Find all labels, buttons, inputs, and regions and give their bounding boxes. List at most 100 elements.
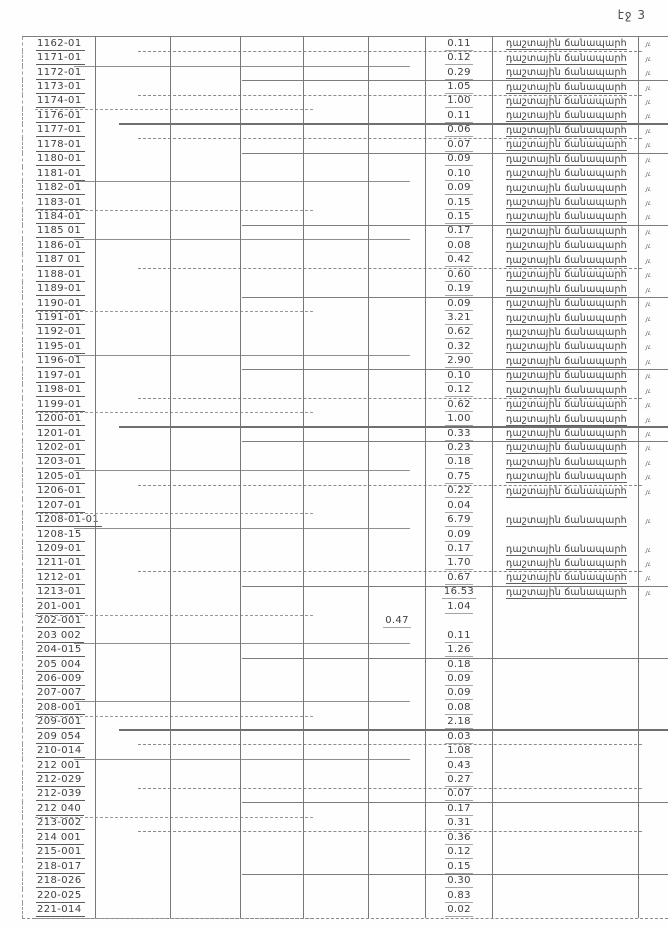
secondary-area-cell: [368, 845, 425, 860]
parcel-code: 1189-01: [36, 283, 85, 297]
area-cell: 0.32: [425, 340, 492, 355]
secondary-area-cell: [368, 94, 425, 110]
land-use-label: դաշտային ճանապարհ: [506, 485, 627, 498]
secondary-area-cell: [368, 166, 425, 182]
empty-cell: [240, 80, 303, 95]
parcel-code-cell: 209-001: [22, 715, 95, 730]
empty-cell: [303, 354, 368, 370]
empty-cell: [95, 556, 170, 572]
table-row: 1205-01 0.75 դաշտային ճանապարհ յւ: [22, 470, 668, 487]
parcel-code-cell: 1199-01: [22, 397, 95, 413]
area-cell: 0.31: [425, 816, 492, 832]
land-use-cell: դաշտային ճանապարհ: [492, 224, 638, 240]
table-row: 1212-01 0.67 դաշտային ճանապարհ յւ: [22, 571, 668, 588]
area-value: 0.67: [445, 571, 473, 585]
area-value: 0.09: [445, 687, 473, 701]
land-use-cell: դաշտային ճանապարհ: [492, 282, 638, 297]
secondary-area-cell: [368, 484, 425, 499]
parcel-code-cell: 220-025: [22, 888, 95, 904]
area-value: 0.02: [445, 903, 473, 917]
empty-cell: [170, 672, 240, 687]
table-row: 214 001 0.36: [22, 831, 668, 846]
secondary-area-cell: [368, 37, 425, 52]
area-value: 16.53: [441, 586, 477, 600]
secondary-area-cell: [368, 412, 425, 427]
area-value: 0.33: [445, 427, 473, 441]
area-value: 1.00: [445, 95, 473, 109]
land-use-cell: [492, 888, 638, 904]
area-value: 0.11: [445, 109, 473, 123]
table-row: 213-002 0.31: [22, 816, 668, 833]
land-use-label: դաշտային ճանապարհ: [506, 124, 627, 137]
empty-cell: [170, 369, 240, 384]
empty-cell: [170, 758, 240, 774]
table-row: 1176-01 0.11 դաշտային ճանապարհ յւ: [22, 109, 668, 126]
margin-mark-cell: յւ: [638, 152, 668, 167]
land-use-label: դաշտային ճանապարհ: [506, 254, 627, 267]
parcel-code-cell: 1201-01: [22, 426, 95, 442]
land-use-cell: դաշտային ճանապարհ: [492, 210, 638, 225]
empty-cell: [95, 195, 170, 211]
area-value: 0.08: [445, 239, 473, 253]
margin-mark: յւ: [645, 285, 652, 294]
land-use-cell: [492, 715, 638, 730]
secondary-area-cell: [368, 282, 425, 297]
secondary-area-cell: [368, 657, 425, 673]
secondary-area-cell: [368, 426, 425, 442]
margin-mark-cell: [638, 527, 668, 543]
empty-cell: [303, 499, 368, 514]
land-use-cell: [492, 787, 638, 803]
table-row: 1180-01 0.09 դաշտային ճանապարհ յւ: [22, 152, 668, 167]
empty-cell: [240, 903, 303, 918]
area-value: 0.22: [445, 485, 473, 499]
empty-cell: [303, 239, 368, 254]
secondary-area-cell: [368, 600, 425, 615]
area-value: 0.03: [445, 730, 473, 744]
table-row: 206-009 0.09: [22, 672, 668, 687]
empty-cell: [240, 715, 303, 730]
margin-mark: յւ: [645, 213, 652, 222]
empty-cell: [303, 412, 368, 427]
empty-cell: [170, 152, 240, 167]
empty-cell: [303, 340, 368, 355]
empty-cell: [95, 37, 170, 52]
parcel-code: 1213-01: [36, 586, 85, 600]
empty-cell: [95, 166, 170, 182]
empty-cell: [170, 643, 240, 658]
parcel-code-cell: 1172-01: [22, 65, 95, 81]
table-row: 1182-01 0.09 դաշտային ճանապարհ յւ: [22, 181, 668, 196]
parcel-code: 1178-01: [36, 139, 85, 152]
empty-cell: [95, 628, 170, 644]
empty-cell: [303, 585, 368, 601]
area-cell: 0.17: [425, 542, 492, 557]
empty-cell: [240, 152, 303, 167]
area-cell: 1.26: [425, 643, 492, 658]
secondary-area-cell: [368, 397, 425, 413]
empty-cell: [303, 657, 368, 673]
empty-cell: [95, 412, 170, 427]
empty-cell: [95, 787, 170, 803]
margin-mark: յւ: [645, 169, 652, 179]
empty-cell: [303, 571, 368, 586]
area-cell: 0.12: [425, 51, 492, 66]
land-use-label: դաշտային ճանապարհ: [506, 240, 627, 253]
empty-cell: [303, 224, 368, 240]
area-cell: 0.10: [425, 369, 492, 384]
parcel-code: 218-017: [36, 861, 85, 874]
table-row: 1173-01 1.05 դաշտային ճանապարհ յւ: [22, 80, 668, 97]
parcel-code: 204-015: [36, 644, 85, 658]
table-row: 1203-01 0.18 դաշտային ճանապարհ յւ: [22, 455, 668, 472]
land-use-cell: դաշտային ճանապարհ: [492, 80, 638, 95]
empty-cell: [170, 773, 240, 788]
land-use-cell: դաշտային ճանապարհ: [492, 109, 638, 124]
empty-cell: [170, 138, 240, 153]
parcel-code-cell: 1184-01: [22, 210, 95, 225]
area-value: 0.31: [445, 817, 473, 831]
land-use-cell: դաշտային ճանապարհ: [492, 268, 638, 283]
parcel-code-cell: 1206-01: [22, 484, 95, 499]
parcel-code: 201-001: [36, 601, 85, 614]
table-row: 1206-01 0.22 դաշտային ճանապարհ յւ: [22, 484, 668, 499]
empty-cell: [303, 600, 368, 615]
empty-cell: [303, 441, 368, 456]
land-use-cell: դաշտային ճանապարհ: [492, 195, 638, 211]
